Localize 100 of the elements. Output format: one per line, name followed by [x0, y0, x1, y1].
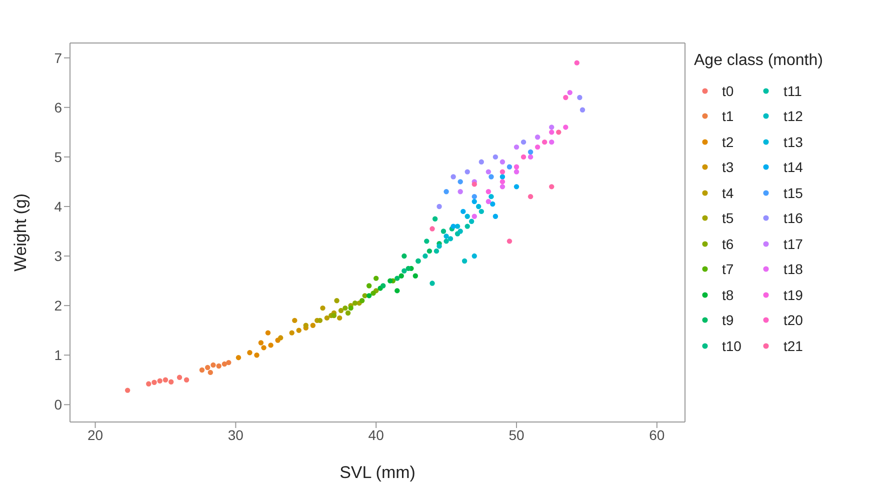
- point: [331, 312, 337, 318]
- point: [436, 204, 442, 210]
- point: [492, 154, 498, 160]
- point: [549, 124, 554, 130]
- point: [222, 361, 228, 367]
- point: [472, 214, 477, 219]
- point: [506, 238, 512, 244]
- point: [359, 298, 365, 304]
- legend-label: t18: [783, 261, 803, 278]
- legend-label: t21: [783, 338, 803, 354]
- point: [444, 189, 449, 194]
- point: [567, 90, 572, 96]
- point: [210, 362, 216, 368]
- point: [388, 278, 393, 284]
- point: [268, 342, 274, 348]
- point: [324, 315, 330, 321]
- point: [370, 290, 376, 296]
- point: [342, 305, 348, 311]
- point: [366, 283, 372, 288]
- legend-label: t12: [783, 108, 803, 124]
- x-tick-label: 30: [228, 426, 244, 443]
- x-tick-label: 60: [649, 426, 665, 443]
- point: [500, 184, 506, 190]
- point: [458, 189, 463, 194]
- y-axis-title: Weight (g): [11, 193, 30, 272]
- point: [373, 276, 379, 281]
- x-axis-title: SVL (mm): [340, 463, 416, 482]
- x-tick-label: 40: [368, 426, 384, 443]
- point: [265, 330, 271, 336]
- legend-label: t16: [783, 210, 803, 226]
- point: [146, 381, 152, 386]
- point: [426, 248, 432, 254]
- point: [458, 179, 463, 184]
- legend-label: t4: [722, 184, 734, 201]
- point: [289, 330, 294, 336]
- y-tick-label: 7: [54, 50, 62, 66]
- point: [152, 380, 157, 385]
- point: [563, 94, 568, 100]
- point: [500, 169, 506, 174]
- point: [436, 244, 442, 249]
- y-tick-label: 4: [54, 198, 62, 214]
- legend-label: t10: [722, 338, 742, 354]
- legend-title: Age class (month): [694, 52, 824, 70]
- point: [478, 159, 484, 164]
- point: [574, 60, 580, 66]
- point: [317, 318, 323, 324]
- x-tick-label: 20: [87, 426, 104, 443]
- legend-label: t9: [722, 312, 734, 328]
- point: [402, 253, 407, 259]
- legend-label: t6: [722, 236, 734, 252]
- point: [486, 198, 492, 204]
- point: [303, 322, 308, 328]
- point: [460, 208, 466, 214]
- point: [500, 159, 506, 164]
- point: [157, 378, 162, 384]
- point: [472, 198, 477, 204]
- point: [398, 273, 404, 278]
- legend-label: t15: [783, 184, 803, 201]
- point: [176, 374, 182, 380]
- point: [472, 194, 477, 200]
- legend-label: t5: [722, 210, 734, 226]
- point: [432, 216, 438, 222]
- legend-label: t11: [783, 82, 802, 99]
- point: [406, 266, 411, 272]
- point: [478, 208, 484, 214]
- point: [444, 238, 449, 244]
- point: [577, 94, 582, 100]
- point: [549, 139, 554, 145]
- point: [464, 224, 470, 229]
- point: [440, 228, 446, 234]
- y-tick-label: 5: [54, 148, 62, 165]
- point: [422, 253, 428, 259]
- y-tick-label: 1: [54, 347, 62, 364]
- legend-label: t13: [783, 134, 803, 150]
- point: [514, 169, 520, 174]
- legend-label: t19: [783, 286, 803, 303]
- point: [162, 377, 168, 382]
- point: [464, 214, 470, 219]
- point: [394, 288, 400, 294]
- y-tick-label: 3: [54, 248, 62, 264]
- legend-label: t1: [722, 108, 734, 124]
- point: [486, 189, 492, 194]
- point: [580, 107, 586, 112]
- legend-label: t17: [783, 236, 803, 252]
- point: [528, 149, 534, 155]
- point: [199, 367, 205, 373]
- point: [338, 308, 344, 314]
- point: [184, 377, 190, 382]
- point: [488, 174, 494, 180]
- point: [345, 310, 351, 316]
- point: [528, 194, 534, 200]
- point: [549, 184, 554, 190]
- point: [352, 300, 358, 306]
- point: [366, 293, 372, 298]
- point: [556, 130, 562, 135]
- point: [334, 298, 340, 304]
- point: [278, 335, 284, 340]
- point: [462, 258, 468, 264]
- point: [549, 130, 554, 135]
- point: [450, 224, 456, 229]
